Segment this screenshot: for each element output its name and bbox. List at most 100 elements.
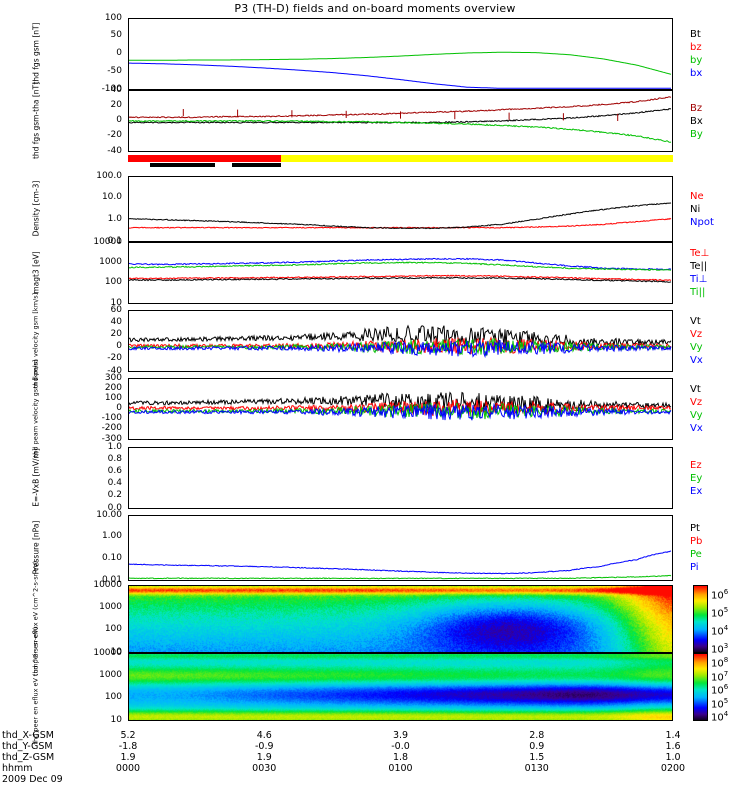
- colorbar-tick-peir-eflux-3: 103: [711, 642, 729, 656]
- ytick-density-0: 100.0: [96, 170, 122, 181]
- ytick-peim-velocity-2: 20: [110, 328, 122, 339]
- panel-efield: [128, 447, 673, 509]
- legend-pressure-pb: Pb: [690, 536, 703, 547]
- ytick-fgs-gsm-2: 0: [116, 48, 122, 58]
- colorbar-tick-peer-eflux-1: 107: [711, 669, 729, 683]
- colorbar-peir-eflux: [693, 585, 708, 653]
- legend-peim-velocity-vy: Vy: [690, 342, 703, 353]
- ytick-fgs-gsm-tha-3: -20: [107, 130, 122, 141]
- ytick-efield-2: 0.6: [107, 465, 122, 476]
- ytick-peer-eflux-1: 1000: [99, 669, 122, 680]
- ytick-peam-velocity-0: 300: [104, 372, 122, 383]
- ytick-magt3-3: 10: [110, 297, 122, 308]
- ytick-pressure-1: 1.00: [101, 531, 122, 542]
- ytick-efield-4: 0.2: [107, 490, 122, 501]
- legend-magt3-te-: Te⊥: [690, 248, 710, 259]
- legend-pressure-pt: Pt: [690, 523, 700, 534]
- mode-bar-yellow: [280, 155, 673, 162]
- spectrogram-peir-eflux: [129, 586, 672, 652]
- panel-magt3: [128, 242, 673, 304]
- ytick-efield-5: 0.0: [107, 502, 122, 513]
- legend-efield-ey: Ey: [690, 472, 703, 484]
- mode-bar-red: [128, 155, 281, 162]
- ytick-efield-1: 0.8: [107, 453, 122, 464]
- ytick-peim-velocity-4: -20: [107, 353, 122, 364]
- legend-peam-velocity-vt: Vt: [690, 384, 701, 395]
- legend-pressure-pi: Pi: [690, 562, 699, 573]
- ytick-fgs-gsm-3: -50: [107, 65, 122, 76]
- panel-density: [128, 176, 673, 242]
- xaxis-date: 2009 Dec 09: [2, 774, 63, 785]
- panel-peir-eflux: [128, 585, 673, 653]
- xaxis-tick-0030-time: 0030: [252, 763, 277, 774]
- legend-magt3-ti-: Ti⊥: [690, 274, 708, 285]
- xaxis-tick-0100-time: 0100: [388, 763, 413, 774]
- ytick-peam-velocity-1: 200: [104, 382, 122, 393]
- ytick-peer-eflux-3: 10: [110, 714, 122, 725]
- ytick-peim-velocity-1: 40: [110, 316, 122, 327]
- legend-peam-velocity-vz: Vz: [690, 397, 703, 408]
- legend-magt3-te-: Te||: [690, 261, 708, 272]
- colorbar-tick-peir-eflux-2: 104: [711, 624, 729, 638]
- ytick-pressure-0: 10.00: [96, 509, 122, 520]
- ytick-peam-velocity-5: -200: [101, 423, 122, 434]
- xaxis-tick-0100-x: 3.9: [392, 730, 409, 741]
- colorbar-tick-peir-eflux-1: 105: [711, 606, 729, 620]
- legend-magt3-ti-: Ti||: [690, 287, 706, 298]
- xaxis-tick-0130-time: 0130: [524, 763, 549, 774]
- ytick-efield-3: 0.4: [107, 478, 122, 489]
- legend-fgs-gsm-bx: bx: [690, 68, 703, 79]
- ytick-magt3-1: 1000: [99, 256, 122, 267]
- xaxis-tick-0030-z: 1.9: [256, 752, 272, 763]
- panel-peer-eflux: [128, 653, 673, 721]
- panel-peam-velocity: [128, 378, 673, 440]
- ytick-peim-velocity-3: 0: [116, 341, 122, 352]
- ytick-peir-eflux-3: 10: [110, 646, 122, 657]
- legend-pressure-pe: Pe: [690, 549, 702, 560]
- colorbar-tick-peer-eflux-2: 106: [711, 683, 729, 697]
- ytick-magt3-2: 100: [104, 277, 122, 288]
- ytick-magt3-0: 10000: [93, 236, 122, 247]
- colorbar-tick-peer-eflux-4: 104: [711, 710, 729, 724]
- xaxis-tick-0130-x: 2.8: [529, 730, 545, 741]
- yaxis-title-peer-eflux: thd peer en eflux eV (cm^2-s-sr-eV): [31, 626, 40, 745]
- xaxis-tick-0000-x: 5.2: [120, 730, 136, 741]
- legend-peim-velocity-vz: Vz: [690, 329, 703, 340]
- xaxis-tick-0200-z: 1.0: [665, 752, 681, 763]
- xaxis-tick-0130-y: 0.9: [529, 741, 545, 752]
- xaxis-tick-0000-y: -1.8: [118, 741, 138, 752]
- ytick-fgs-gsm-tha-4: -40: [107, 145, 122, 156]
- legend-density-ni: Ni: [690, 203, 701, 215]
- legend-efield-ex: Ex: [690, 485, 703, 497]
- xaxis-row-label-thd-y-gsm: thd_Y-GSM: [2, 741, 53, 752]
- legend-fgs-gsm-by: by: [690, 55, 703, 66]
- xaxis-tick-0000-time: 0000: [115, 763, 141, 774]
- ytick-peer-eflux-2: 100: [104, 692, 122, 703]
- legend-peam-velocity-vy: Vy: [690, 410, 703, 421]
- ytick-efield-0: 1.0: [107, 441, 122, 452]
- ytick-peir-eflux-1: 1000: [99, 601, 122, 612]
- xaxis-tick-0200-y: 1.6: [665, 741, 681, 752]
- panel-peim-velocity: [128, 310, 673, 372]
- xaxis-row-label-thd-z-gsm: thd_Z-GSM: [2, 752, 55, 763]
- legend-density-ne: Ne: [690, 190, 704, 202]
- ytick-fgs-gsm-1: 50: [110, 30, 122, 41]
- panel-fgs-gsm-tha: [128, 90, 673, 152]
- ytick-fgs-gsm-4: -100: [101, 83, 122, 94]
- ytick-pressure-2: 0.10: [101, 552, 122, 563]
- ytick-peir-eflux-2: 100: [104, 624, 122, 635]
- legend-fgs-gsm-tha-by: By: [690, 128, 703, 140]
- colorbar-peer-eflux: [693, 653, 708, 721]
- ytick-fgs-gsm-0: 100: [104, 12, 122, 23]
- legend-efield-ez: Ez: [690, 459, 702, 471]
- ytick-peim-velocity-0: 60: [110, 304, 122, 315]
- xaxis-tick-0100-z: 1.8: [392, 752, 409, 763]
- xaxis-row-label-hhmm: hhmm: [2, 763, 33, 774]
- colorbar-tick-peer-eflux-3: 105: [711, 696, 729, 710]
- mode-bar-black-1: [149, 163, 216, 167]
- ytick-peir-eflux-0: 10000: [93, 579, 122, 590]
- colorbar-tick-peer-eflux-0: 108: [711, 656, 729, 670]
- ytick-peam-velocity-6: -300: [101, 433, 122, 444]
- page-title: P3 (TH-D) fields and on-board moments ov…: [234, 2, 516, 15]
- ytick-peam-velocity-2: 100: [104, 392, 122, 403]
